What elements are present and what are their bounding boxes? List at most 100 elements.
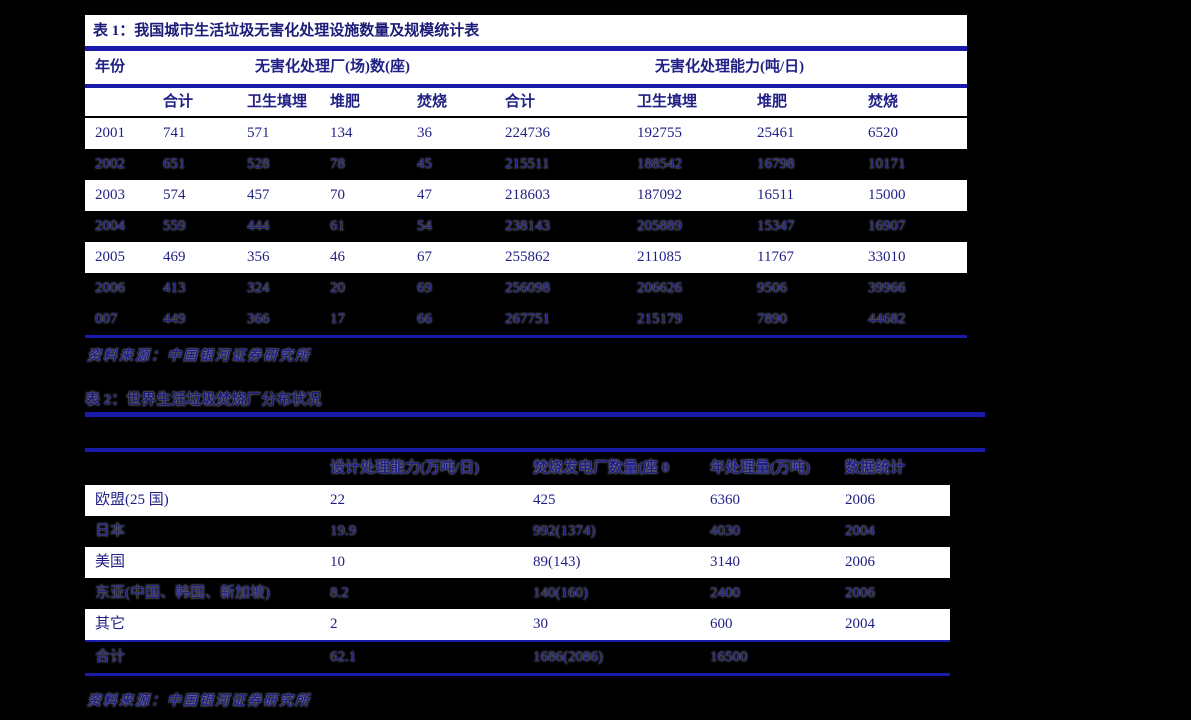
table1-year-cell: 2002	[95, 156, 125, 172]
table1-value-cell: 20	[330, 280, 345, 296]
table2-value-cell: 30	[533, 616, 548, 632]
table2-title-row: 表 2：世界生活垃圾焚烧厂分布状况	[85, 388, 985, 412]
table1-value-cell: 25461	[757, 125, 795, 141]
table2-value-cell: 22	[330, 492, 345, 508]
table2-value-cell: 16500	[710, 649, 748, 665]
table1-value-cell: 356	[247, 249, 270, 265]
table1-source-row: 资料来源：中国银河证券研究所	[85, 344, 967, 368]
table2-value-cell: 19.9	[330, 523, 357, 539]
table2-value-cell: 6360	[710, 492, 740, 508]
table1-value-cell: 187092	[637, 187, 682, 203]
table1-value-cell: 134	[330, 125, 353, 141]
table2-region-cell: 东亚(中国、韩国、新加坡)	[95, 585, 270, 601]
table1-value-cell: 33010	[868, 249, 906, 265]
table1-row-2003: 2003 574 457 70 47 218603 187092 16511 15000	[85, 180, 967, 211]
table1-group-count: 无害化处理厂(场)数(座)	[255, 59, 410, 75]
table2-value-cell: 8.2	[330, 585, 349, 601]
table1-row-2002: 2002 651 528 78 45 215511 188542 16798 10171	[85, 149, 967, 180]
table2-value-cell: 2004	[845, 523, 875, 539]
table1-value-cell: 413	[163, 280, 186, 296]
table1-value-cell: 224736	[505, 125, 550, 141]
table1-value-cell: 528	[247, 156, 270, 172]
table1-subheader: 合计	[163, 94, 194, 110]
table1-top-rule	[85, 46, 967, 51]
table1-value-cell: 11767	[757, 249, 794, 265]
table1-year-cell: 2004	[95, 218, 125, 234]
table2-value-cell: 2006	[845, 585, 875, 601]
table1-bottom-rule	[85, 335, 967, 338]
table1-value-cell: 218603	[505, 187, 550, 203]
table1-value-cell: 16907	[868, 218, 906, 234]
table2-region-cell: 美国	[95, 554, 126, 570]
table1-value-cell: 651	[163, 156, 186, 172]
table2-region-cell: 合计	[95, 649, 126, 665]
table1-body: 2001 741 571 134 36 224736 192755 25461 6520 2002…	[85, 118, 967, 335]
table1-value-cell: 78	[330, 156, 345, 172]
table2-source: 资料来源：中国银河证券研究所	[87, 694, 311, 709]
table2-region-cell: 其它	[95, 616, 126, 632]
table2-value-cell: 425	[533, 492, 556, 508]
table2-value-cell: 2400	[710, 585, 740, 601]
table2-value-cell: 2	[330, 616, 338, 632]
table1-value-cell: 255862	[505, 249, 550, 265]
table2-header: 焚烧发电厂数量(座 0	[533, 460, 670, 476]
table1-value-cell: 10171	[868, 156, 906, 172]
table2-header: 设计处理能力(万吨/日)	[330, 460, 480, 476]
table2-title-rule	[85, 412, 985, 417]
table2-spacer	[85, 417, 985, 448]
table1-row-007: 007 449 366 17 66 267751 215179 7890 44682	[85, 304, 967, 335]
table1-year-header: 年份	[95, 59, 126, 75]
table1-value-cell: 16798	[757, 156, 795, 172]
table1-subheader: 卫生填埋	[637, 94, 698, 110]
table1-value-cell: 238143	[505, 218, 550, 234]
table1-value-cell: 444	[247, 218, 270, 234]
table1-year-cell: 2003	[95, 187, 125, 203]
table1-year-cell: 2005	[95, 249, 125, 265]
table1-value-cell: 69	[417, 280, 432, 296]
table1-group-capacity: 无害化处理能力(吨/日)	[655, 59, 805, 75]
table1-value-cell: 741	[163, 125, 186, 141]
table1-value-cell: 70	[330, 187, 345, 203]
table1-value-cell: 54	[417, 218, 432, 234]
table1-year-cell: 2001	[95, 125, 125, 141]
table1-value-cell: 36	[417, 125, 432, 141]
table2-value-cell: 3140	[710, 554, 740, 570]
table1-subheader: 堆肥	[330, 94, 361, 110]
table2-value-cell: 1686(2086)	[533, 649, 603, 665]
table2-value-cell: 62.1	[330, 649, 357, 665]
table2-header: 数据统计	[845, 460, 906, 476]
table1-value-cell: 16511	[757, 187, 794, 203]
table1-value-cell: 67	[417, 249, 432, 265]
table1-value-cell: 211085	[637, 249, 682, 265]
table2-value-cell: 2006	[845, 554, 875, 570]
table2-row: 欧盟(25 国) 22 425 6360 2006	[85, 485, 950, 516]
table2-section: 表 2：世界生活垃圾焚烧厂分布状况 设计处理能力(万吨/日) 焚烧发电厂数量(座 …	[85, 388, 985, 714]
table2-region-cell: 日本	[95, 523, 126, 539]
table1-value-cell: 449	[163, 311, 186, 327]
table1-value-cell: 469	[163, 249, 186, 265]
table2-row: 日本 19.9 992(1374) 4030 2004	[85, 516, 950, 547]
table1-subheader: 焚烧	[868, 94, 899, 110]
table2-row: 其它 2 30 600 2004	[85, 609, 950, 640]
table2-title: 表 2：世界生活垃圾焚烧厂分布状况	[85, 392, 322, 408]
table1-value-cell: 574	[163, 187, 186, 203]
table2-value-cell: 140(160)	[533, 585, 588, 601]
table1-section: 表 1：我国城市生活垃圾无害化处理设施数量及规模统计表 年份 无害化处理厂(场)…	[85, 15, 967, 368]
table2-value-cell: 600	[710, 616, 733, 632]
table1-group-header-row: 年份 无害化处理厂(场)数(座) 无害化处理能力(吨/日)	[85, 51, 967, 84]
table2-value-cell: 4030	[710, 523, 740, 539]
table2-header: 年处理量(万吨)	[710, 460, 810, 476]
table2-region-cell: 欧盟(25 国)	[95, 492, 169, 508]
table1-value-cell: 215511	[505, 156, 550, 172]
table1-value-cell: 46	[330, 249, 345, 265]
table1-value-cell: 324	[247, 280, 270, 296]
table2-value-cell: 2004	[845, 616, 875, 632]
table1-title-row: 表 1：我国城市生活垃圾无害化处理设施数量及规模统计表	[85, 15, 967, 46]
table1-value-cell: 559	[163, 218, 186, 234]
table1-value-cell: 457	[247, 187, 270, 203]
table1-value-cell: 39966	[868, 280, 906, 296]
table1-year-cell: 2006	[95, 280, 125, 296]
table1-header-rule	[85, 84, 967, 88]
table1-year-cell: 007	[95, 311, 118, 327]
table1-value-cell: 15000	[868, 187, 906, 203]
